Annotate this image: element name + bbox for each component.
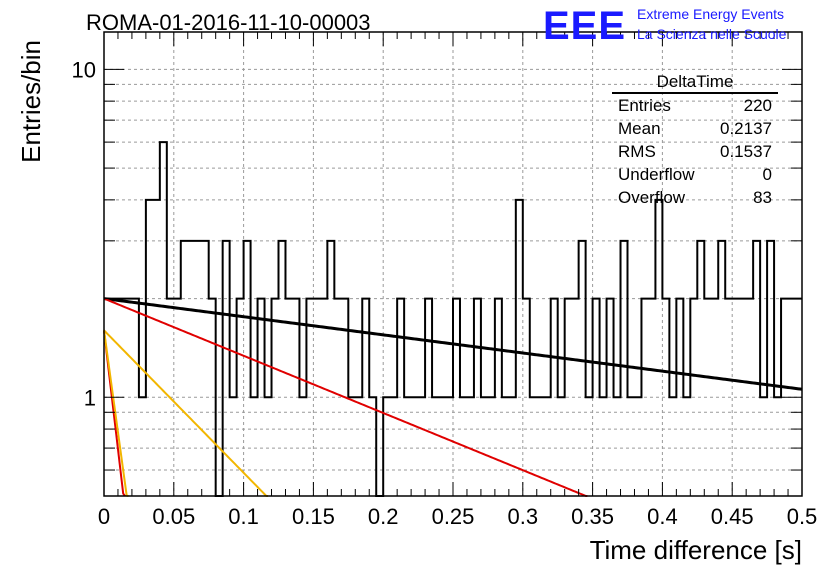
logo-line-1: Extreme Energy Events xyxy=(637,6,785,22)
stats-label: Underflow xyxy=(618,165,695,184)
x-tick-label: 0.2 xyxy=(368,504,399,529)
histogram-steps xyxy=(104,141,802,497)
plot-title: ROMA-01-2016-11-10-00003 xyxy=(86,10,371,35)
x-tick-label: 0.25 xyxy=(432,504,475,529)
x-tick-label: 0.15 xyxy=(292,504,335,529)
stats-label: Entries xyxy=(618,96,671,115)
x-tick-label: 0.1 xyxy=(228,504,259,529)
stats-row-overflow: Overflow 83 xyxy=(612,186,778,209)
y-tick-label: 10 xyxy=(72,57,96,82)
x-tick-label: 0.45 xyxy=(711,504,754,529)
stats-title: DeltaTime xyxy=(612,72,778,94)
stats-value: 0 xyxy=(762,165,772,184)
eee-logo-text: Extreme Energy Events La Scienza nelle S… xyxy=(637,4,786,44)
x-tick-label: 0.05 xyxy=(152,504,195,529)
stats-value: 220 xyxy=(743,96,772,115)
x-tick-label: 0.4 xyxy=(647,504,678,529)
stats-label: Mean xyxy=(618,119,661,138)
fit-curve-0 xyxy=(103,297,803,391)
x-tick-label: 0 xyxy=(98,504,110,529)
fit-curve-4 xyxy=(103,330,129,497)
eee-logo: EEE xyxy=(543,4,627,48)
logo-line-2: La Scienza nelle Scuole xyxy=(637,26,787,42)
stats-row-mean: Mean 0.2137 xyxy=(612,117,778,140)
y-axis-label: Entries/bin xyxy=(16,40,46,163)
stats-value: 0.2137 xyxy=(720,119,772,138)
fit-curve-1 xyxy=(103,297,588,497)
stats-row-rms: RMS 0.1537 xyxy=(612,140,778,163)
stats-row-entries: Entries 220 xyxy=(612,94,778,117)
stats-label: Overflow xyxy=(618,188,686,207)
x-tick-label: 0.5 xyxy=(787,504,818,529)
stats-box: DeltaTime Entries 220 Mean 0.2137 RMS 0.… xyxy=(612,72,778,209)
stats-label: RMS xyxy=(618,142,656,161)
x-axis-label: Time difference [s] xyxy=(590,535,802,565)
stats-value: 0.1537 xyxy=(720,142,772,161)
fit-curve-2 xyxy=(103,329,269,497)
x-tick-label: 0.35 xyxy=(571,504,614,529)
x-tick-label: 0.3 xyxy=(508,504,539,529)
stats-row-underflow: Underflow 0 xyxy=(612,163,778,186)
y-tick-label: 1 xyxy=(84,385,96,410)
stats-value: 83 xyxy=(753,188,772,207)
